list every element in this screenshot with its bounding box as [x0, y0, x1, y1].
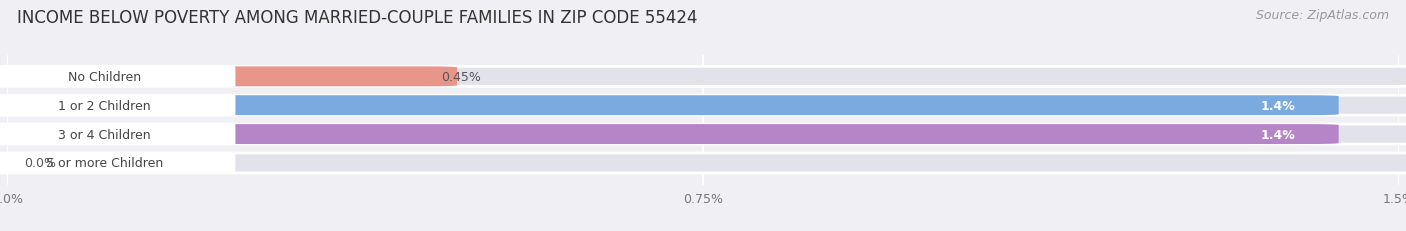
- Text: 0.45%: 0.45%: [441, 70, 481, 83]
- Text: 1 or 2 Children: 1 or 2 Children: [58, 99, 150, 112]
- Text: Source: ZipAtlas.com: Source: ZipAtlas.com: [1256, 9, 1389, 22]
- FancyBboxPatch shape: [0, 125, 1339, 144]
- Text: No Children: No Children: [67, 70, 141, 83]
- FancyBboxPatch shape: [0, 67, 235, 87]
- FancyBboxPatch shape: [0, 153, 1406, 173]
- Text: INCOME BELOW POVERTY AMONG MARRIED-COUPLE FAMILIES IN ZIP CODE 55424: INCOME BELOW POVERTY AMONG MARRIED-COUPL…: [17, 9, 697, 27]
- FancyBboxPatch shape: [0, 67, 457, 87]
- FancyBboxPatch shape: [0, 96, 1339, 116]
- FancyBboxPatch shape: [0, 125, 1406, 144]
- FancyBboxPatch shape: [0, 96, 235, 116]
- Text: 5 or more Children: 5 or more Children: [46, 157, 163, 170]
- Text: 1.4%: 1.4%: [1260, 99, 1295, 112]
- FancyBboxPatch shape: [0, 153, 235, 173]
- Text: 3 or 4 Children: 3 or 4 Children: [58, 128, 150, 141]
- FancyBboxPatch shape: [0, 96, 1406, 116]
- Text: 1.4%: 1.4%: [1260, 128, 1295, 141]
- FancyBboxPatch shape: [0, 125, 235, 144]
- FancyBboxPatch shape: [0, 67, 1406, 87]
- Text: 0.0%: 0.0%: [24, 157, 56, 170]
